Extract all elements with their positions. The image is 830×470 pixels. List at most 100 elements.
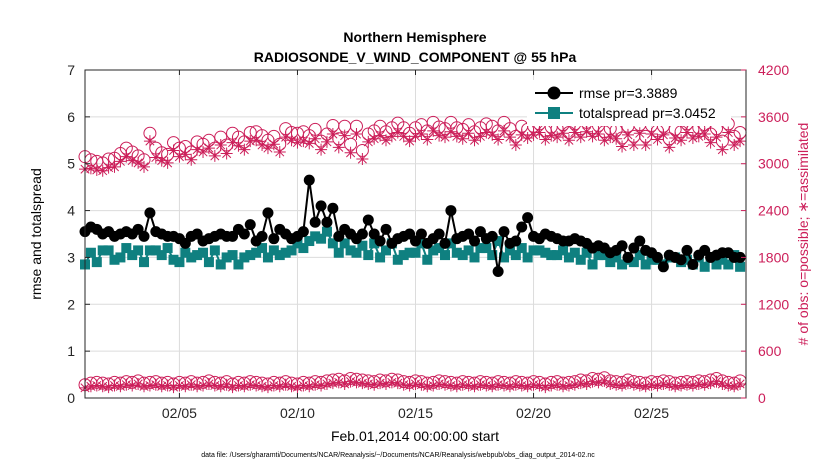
- obs-assimilated-point: [379, 134, 392, 147]
- obs-assimilated-point: [362, 135, 375, 148]
- obs-assimilated-point: [149, 151, 162, 164]
- obs-bottom-assimilated-point: [468, 380, 481, 393]
- obs-assimilated-point: [551, 131, 564, 144]
- obs-assimilated-point: [226, 136, 239, 149]
- obs-assimilated-point: [604, 131, 617, 144]
- totalspread-point: [109, 254, 120, 265]
- totalspread-point: [333, 247, 344, 258]
- obs-assimilated-point: [627, 138, 640, 151]
- rmse-point: [675, 254, 687, 266]
- obs-bottom-assimilated-point: [155, 380, 168, 393]
- x-axis-ticks: 02/05 02/10 02/15 02/20 02/25: [162, 70, 669, 421]
- obs-bottom-assimilated-point: [521, 380, 534, 393]
- totalspread-point: [558, 245, 569, 256]
- obs-assimilated-point: [545, 129, 558, 142]
- totalspread-point: [569, 247, 580, 258]
- x-tick-label: 02/05: [162, 405, 197, 421]
- data-file-footer: data file: /Users/gharamti/Documents/NCA…: [201, 452, 595, 459]
- obs-assimilated-point: [232, 139, 245, 152]
- rmse-point: [256, 230, 268, 242]
- rmse-point: [268, 233, 280, 245]
- y-left-tick-label: 4: [67, 203, 75, 219]
- obs-bottom-assimilated-point: [368, 378, 381, 391]
- totalspread-point: [552, 250, 563, 261]
- obs-bottom-assimilated-point: [503, 380, 516, 393]
- obs-bottom-assimilated-point: [191, 380, 204, 393]
- obs-assimilated-point: [734, 135, 747, 148]
- obs-bottom-assimilated-point: [214, 380, 227, 393]
- obs-assimilated-point: [320, 135, 333, 148]
- totalspread-point: [628, 257, 639, 268]
- obs-assimilated-point: [120, 150, 133, 163]
- obs-assimilated-point: [273, 146, 286, 158]
- obs-assimilated-point: [657, 128, 670, 141]
- obs-bottom-assimilated-point: [427, 379, 440, 392]
- obs-assimilated-point: [397, 130, 410, 143]
- rmse-point: [439, 237, 451, 249]
- totalspread-point: [375, 252, 386, 263]
- totalspread-point: [563, 252, 574, 263]
- obs-bottom-assimilated-point: [639, 380, 652, 393]
- legend-spread-label: totalspread pr=3.0452: [579, 105, 716, 121]
- totalspread-point: [292, 238, 303, 249]
- rmse-point: [309, 216, 321, 228]
- obs-bottom-assimilated-point: [338, 377, 351, 390]
- obs-assimilated-point: [409, 130, 422, 143]
- obs-bottom-assimilated-point: [704, 377, 717, 390]
- obs-assimilated-point: [580, 125, 593, 138]
- obs-bottom-assimilated-point: [539, 381, 552, 394]
- rmse-point: [356, 228, 368, 240]
- legend: rmse pr=3.3889 totalspread pr=3.0452: [527, 80, 731, 126]
- obs-assimilated-point: [415, 128, 428, 141]
- totalspread-point: [528, 245, 539, 256]
- totalspread-point: [304, 236, 315, 247]
- legend-rmse-label: rmse pr=3.3889: [579, 85, 678, 101]
- totalspread-point: [168, 254, 179, 265]
- rmse-point: [687, 258, 699, 270]
- obs-assimilated-point: [586, 130, 599, 143]
- rmse-point: [734, 251, 746, 263]
- rmse-point: [469, 235, 481, 247]
- totalspread-point: [410, 247, 421, 258]
- obs-assimilated-point: [356, 153, 369, 166]
- obs-assimilated-point: [639, 138, 652, 151]
- totalspread-point: [546, 250, 557, 261]
- rmse-point: [657, 261, 669, 273]
- obs-bottom-assimilated-point: [379, 377, 392, 390]
- rmse-point: [138, 230, 150, 242]
- totalspread-point: [504, 245, 515, 256]
- rmse-point: [238, 228, 250, 240]
- rmse-point: [498, 226, 510, 238]
- totalspread-point: [422, 254, 433, 265]
- obs-assimilated-point: [728, 138, 741, 151]
- totalspread-point: [85, 247, 96, 258]
- y-right-tick-label: 3000: [758, 156, 789, 172]
- obs-assimilated-point: [256, 138, 269, 151]
- y-left-tick-label: 5: [67, 156, 75, 172]
- totalspread-point: [599, 250, 610, 261]
- totalspread-point: [203, 257, 214, 268]
- y-right-tick-label: 0: [758, 390, 766, 406]
- obs-assimilated-point: [332, 141, 345, 154]
- y-left-axis-label: rmse and totalspread: [28, 168, 44, 300]
- obs-assimilated-point: [515, 128, 528, 141]
- totalspread-point: [245, 250, 256, 261]
- obs-assimilated-point: [161, 156, 174, 169]
- obs-bottom-assimilated-point: [226, 381, 239, 394]
- totalspread-point: [723, 259, 734, 270]
- totalspread-point: [274, 250, 285, 261]
- rmse-point: [522, 212, 534, 224]
- obs-assimilated-point: [197, 146, 210, 158]
- obs-assimilated-point: [374, 129, 387, 142]
- obs-assimilated-point: [651, 133, 664, 146]
- obs-bottom-assimilated-point: [698, 378, 711, 391]
- obs-assimilated-point: [680, 126, 693, 139]
- obs-assimilated-point: [90, 163, 103, 176]
- totalspread-point: [310, 231, 321, 242]
- obs-assimilated-point: [338, 129, 351, 142]
- obs-bottom-assimilated-point: [102, 381, 115, 394]
- obs-assimilated-point: [132, 156, 145, 169]
- obs-assimilated-point: [645, 128, 658, 141]
- x-tick-label: 02/15: [398, 405, 433, 421]
- totalspread-point: [150, 245, 161, 256]
